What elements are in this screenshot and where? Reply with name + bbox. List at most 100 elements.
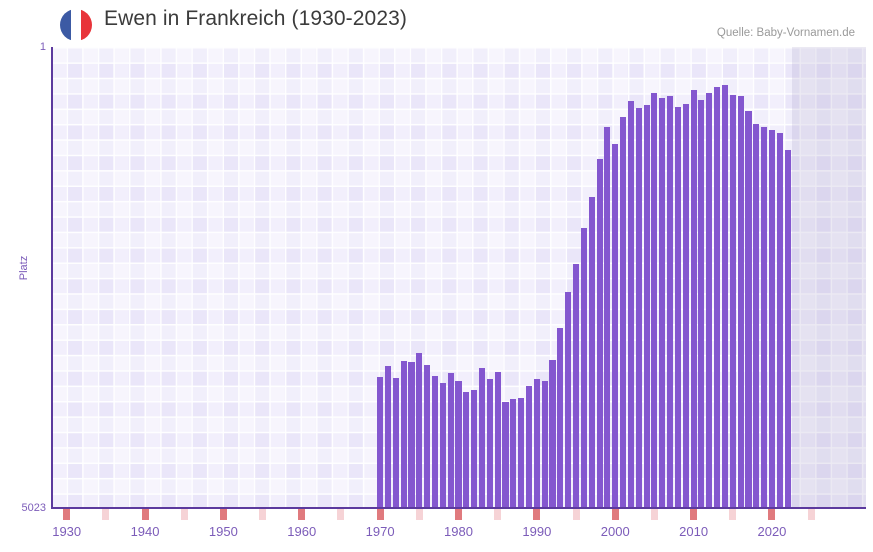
chart-header: Ewen in Frankreich (1930-2023) Quelle: B… — [0, 0, 873, 46]
chart-title: Ewen in Frankreich (1930-2023) — [104, 7, 407, 30]
bar[interactable] — [596, 158, 603, 508]
bar[interactable] — [667, 96, 674, 508]
bar[interactable] — [643, 104, 650, 508]
x-tick-minor — [102, 509, 110, 520]
bar[interactable] — [737, 95, 744, 508]
bar[interactable] — [627, 101, 634, 508]
bar[interactable] — [463, 392, 470, 508]
y-axis-line — [51, 47, 53, 509]
bar[interactable] — [408, 361, 415, 508]
x-tick-label: 1930 — [52, 524, 82, 539]
x-tick-label: 1950 — [208, 524, 238, 539]
bar[interactable] — [690, 90, 697, 508]
bar[interactable] — [471, 390, 478, 508]
x-tick-label: 1960 — [287, 524, 317, 539]
x-axis-line — [51, 507, 866, 509]
bar[interactable] — [768, 129, 775, 508]
bar[interactable] — [651, 92, 658, 508]
bar[interactable] — [494, 371, 501, 508]
bar[interactable] — [502, 402, 509, 508]
x-tick-major — [298, 509, 306, 520]
bar[interactable] — [377, 377, 384, 508]
bar[interactable] — [424, 365, 431, 508]
bar[interactable] — [447, 372, 454, 508]
x-tick-major — [533, 509, 541, 520]
x-tick-major — [768, 509, 776, 520]
bar[interactable] — [714, 87, 721, 508]
bar[interactable] — [565, 292, 572, 508]
bar[interactable] — [604, 126, 611, 508]
x-tick-minor — [572, 509, 580, 520]
bar[interactable] — [674, 106, 681, 508]
x-tick-major — [141, 509, 149, 520]
x-tick-minor — [415, 509, 423, 520]
x-tick-label: 2010 — [679, 524, 709, 539]
x-tick-minor — [180, 509, 188, 520]
bar[interactable] — [431, 375, 439, 508]
flag-band-red — [81, 9, 92, 41]
source-label: Quelle: Baby-Vornamen.de — [716, 27, 855, 39]
bar[interactable] — [753, 124, 760, 508]
x-tick-label: 2000 — [600, 524, 630, 539]
bar[interactable] — [635, 108, 642, 508]
x-tick-minor — [494, 509, 502, 520]
bar[interactable] — [776, 133, 783, 508]
x-tick-label: 1940 — [130, 524, 160, 539]
bar[interactable] — [510, 398, 517, 508]
bar[interactable] — [478, 368, 486, 508]
bar[interactable] — [572, 263, 580, 508]
french-flag-icon — [60, 9, 92, 41]
bar[interactable] — [588, 196, 595, 508]
x-tick-major — [455, 509, 462, 520]
bar[interactable] — [549, 359, 556, 508]
bar[interactable] — [729, 94, 736, 508]
bar[interactable] — [541, 381, 548, 508]
x-tick-minor — [337, 509, 345, 520]
bar[interactable] — [486, 379, 493, 508]
y-axis-tick-top: 1 — [39, 41, 46, 53]
bar[interactable] — [698, 100, 705, 508]
x-tick-minor — [650, 509, 658, 520]
bar[interactable] — [682, 103, 689, 508]
bar[interactable] — [620, 116, 627, 508]
bar[interactable] — [525, 385, 533, 508]
bar[interactable] — [557, 327, 564, 508]
x-axis-ticks — [51, 509, 866, 521]
bar[interactable] — [659, 98, 666, 508]
x-tick-label: 1970 — [365, 524, 395, 539]
flag-band-white — [70, 9, 82, 41]
bar[interactable] — [784, 149, 791, 508]
x-tick-label: 1990 — [522, 524, 552, 539]
bar[interactable] — [416, 352, 423, 508]
x-tick-minor — [259, 509, 267, 520]
flag-band-blue — [60, 9, 71, 41]
bar[interactable] — [721, 85, 728, 508]
x-tick-minor — [729, 509, 737, 520]
bar[interactable] — [761, 126, 768, 508]
x-tick-major — [63, 509, 71, 520]
bar-series — [51, 47, 866, 508]
bar[interactable] — [745, 111, 752, 508]
bar[interactable] — [400, 360, 407, 508]
y-axis-title: Platz — [18, 255, 30, 281]
bar[interactable] — [612, 144, 619, 508]
x-tick-label: 2020 — [757, 524, 787, 539]
x-tick-major — [376, 509, 384, 520]
y-axis-tick-bottom: 5023 — [21, 502, 46, 514]
x-tick-major — [219, 509, 227, 520]
bar[interactable] — [392, 378, 399, 508]
bar[interactable] — [455, 381, 462, 508]
bar[interactable] — [384, 366, 392, 508]
bar[interactable] — [518, 397, 525, 508]
x-tick-label: 1980 — [444, 524, 473, 539]
x-tick-major — [611, 509, 619, 520]
x-tick-minor — [807, 509, 815, 520]
bar[interactable] — [580, 227, 587, 508]
bar[interactable] — [533, 379, 540, 508]
bar[interactable] — [706, 92, 713, 508]
bar[interactable] — [439, 382, 446, 508]
plot-area — [51, 47, 866, 508]
x-tick-major — [690, 509, 698, 520]
x-axis-labels: 1930 1940 1950 1960 1970 1980 1990 2000 2010 2020 — [0, 524, 873, 546]
